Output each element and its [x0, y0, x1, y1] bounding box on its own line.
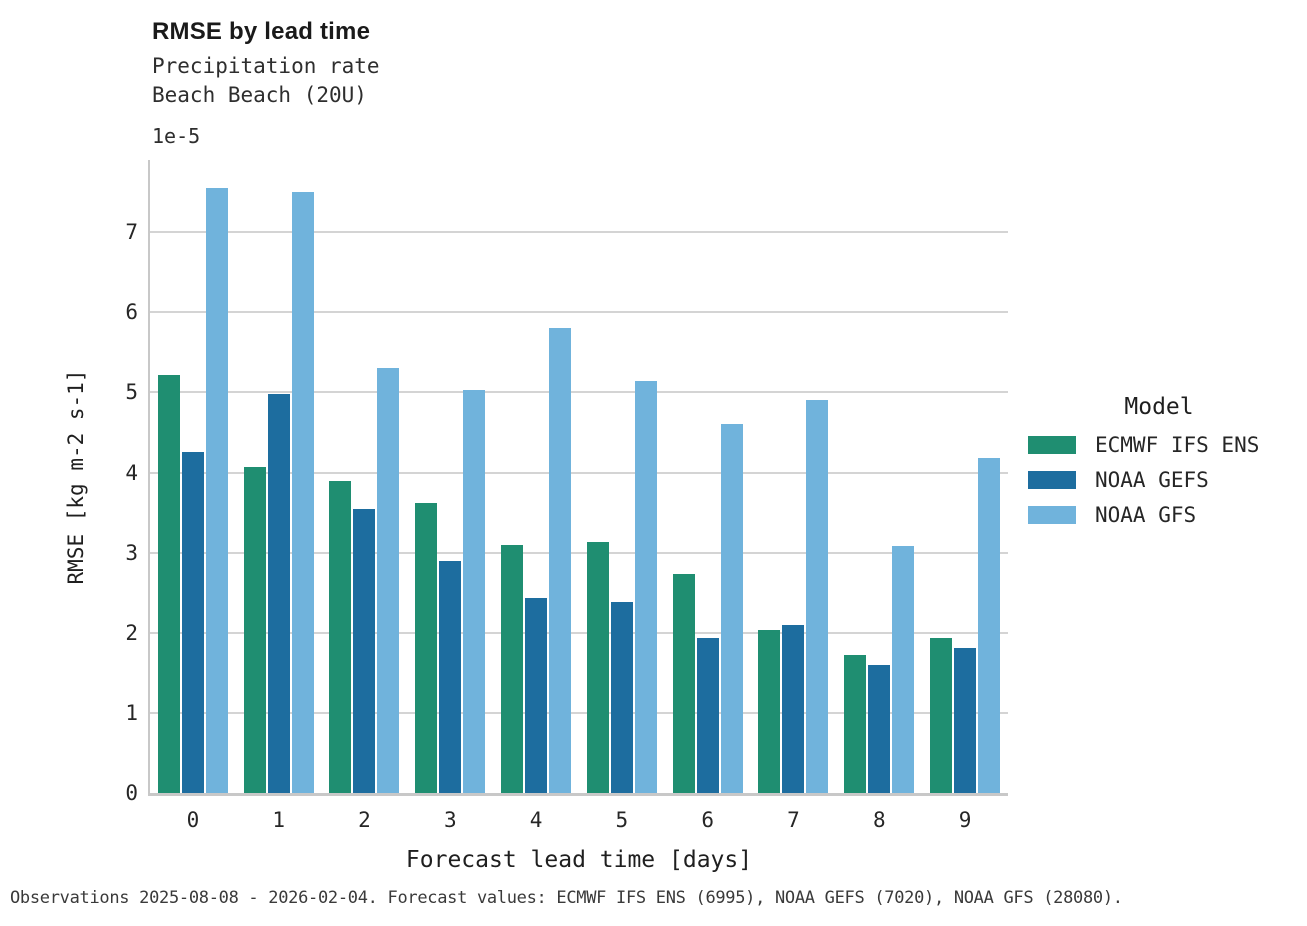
y-tick-2: 2: [125, 620, 138, 645]
bar-ecmwf-ifs-ens-day-4: [501, 544, 524, 793]
gridline-y-3: [150, 551, 1008, 554]
bar-noaa-gefs-day-9: [954, 647, 977, 793]
bar-noaa-gefs-day-3: [439, 560, 462, 793]
bar-ecmwf-ifs-ens-day-0: [157, 374, 180, 793]
caption: Observations 2025-08-08 - 2026-02-04. Fo…: [10, 888, 1123, 908]
bar-noaa-gefs-day-8: [868, 664, 891, 793]
x-tick-8: 8: [872, 808, 886, 832]
bar-group-day-7: [751, 160, 837, 793]
legend-row-noaa-gfs: NOAA GFS: [1028, 503, 1290, 527]
legend-swatch-icon: [1028, 436, 1076, 454]
bar-noaa-gefs-day-1: [267, 393, 290, 793]
bar-noaa-gfs-day-3: [463, 389, 486, 793]
y-tick-7: 7: [125, 220, 138, 245]
bar-noaa-gfs-day-4: [549, 328, 572, 793]
bar-ecmwf-ifs-ens-day-1: [243, 466, 266, 793]
bar-noaa-gfs-day-2: [377, 368, 400, 793]
bar-noaa-gfs-day-8: [892, 546, 915, 793]
bar-ecmwf-ifs-ens-day-8: [844, 655, 867, 793]
bar-group-day-6: [665, 160, 751, 793]
x-tick-7: 7: [787, 808, 800, 832]
bar-noaa-gefs-day-5: [610, 602, 633, 793]
bar-groups: [150, 160, 1008, 793]
bar-noaa-gefs-day-7: [782, 624, 805, 793]
y-tick-6: 6: [125, 300, 138, 325]
y-axis-offset-text: 1e-5: [152, 124, 201, 148]
y-axis-spine: [148, 160, 150, 796]
bar-group-day-0: [150, 160, 236, 793]
x-axis-label: Forecast lead time [days]: [405, 847, 753, 873]
y-tick-3: 3: [125, 540, 138, 565]
x-tick-2: 2: [358, 808, 371, 832]
bar-noaa-gfs-day-6: [720, 424, 743, 793]
gridline-y-5: [150, 391, 1008, 394]
legend: Model ECMWF IFS ENS NOAA GEFS NOAA GFS: [1028, 394, 1290, 541]
subtitle-line-2: Beach Beach (20U): [152, 83, 367, 107]
bar-group-day-5: [579, 160, 665, 793]
x-tick-1: 1: [272, 808, 286, 832]
bar-noaa-gfs-day-0: [205, 188, 228, 793]
bar-ecmwf-ifs-ens-day-5: [586, 542, 609, 793]
bar-noaa-gfs-day-1: [291, 192, 314, 793]
bar-group-day-2: [322, 160, 408, 793]
x-tick-labels: 0 1 2 3 4 5 6 7 8 9: [150, 808, 1008, 832]
bar-group-day-9: [922, 160, 1008, 793]
legend-row-noaa-gefs: NOAA GEFS: [1028, 468, 1290, 492]
bar-noaa-gefs-day-0: [181, 452, 204, 793]
x-tick-0: 0: [186, 808, 200, 832]
bar-noaa-gfs-day-7: [806, 400, 829, 793]
y-tick-1: 1: [125, 700, 138, 725]
bar-group-day-3: [407, 160, 493, 793]
gridline-y-7: [150, 231, 1008, 234]
chart-subtitle: Precipitation rate Beach Beach (20U): [152, 52, 380, 110]
x-tick-5: 5: [615, 808, 629, 832]
x-axis-spine: [148, 793, 1008, 796]
legend-label: NOAA GFS: [1095, 503, 1197, 527]
bar-ecmwf-ifs-ens-day-6: [672, 574, 695, 793]
bar-noaa-gefs-day-4: [525, 598, 548, 793]
y-tick-4: 4: [125, 460, 138, 485]
bar-noaa-gefs-day-2: [353, 508, 376, 793]
legend-title: Model: [1124, 394, 1194, 420]
gridline-y-2: [150, 631, 1008, 634]
gridline-y-4: [150, 471, 1008, 474]
x-tick-9: 9: [958, 808, 972, 832]
chart-title: RMSE by lead time: [152, 18, 371, 45]
bar-ecmwf-ifs-ens-day-3: [415, 502, 438, 793]
plot-area: [148, 160, 1008, 796]
y-tick-5: 5: [125, 380, 138, 405]
bar-group-day-4: [493, 160, 579, 793]
x-tick-3: 3: [443, 808, 457, 832]
subtitle-line-1: Precipitation rate: [152, 54, 380, 78]
gridline-y-6: [150, 311, 1008, 314]
bar-group-day-1: [236, 160, 322, 793]
legend-entries: ECMWF IFS ENS NOAA GEFS NOAA GFS: [1028, 433, 1290, 527]
bar-ecmwf-ifs-ens-day-9: [930, 638, 953, 793]
legend-label: NOAA GEFS: [1095, 468, 1209, 492]
bar-ecmwf-ifs-ens-day-2: [329, 480, 352, 793]
gridline-y-1: [150, 711, 1008, 714]
bar-noaa-gfs-day-5: [634, 381, 657, 793]
legend-row-ecmwf-ifs-ens: ECMWF IFS ENS: [1028, 433, 1290, 457]
x-tick-6: 6: [701, 808, 714, 832]
legend-swatch-icon: [1028, 471, 1076, 489]
y-axis-label: RMSE [kg m-2 s-1]: [64, 369, 88, 585]
y-tick-labels: 0 1 2 3 4 5 6 7: [90, 160, 138, 805]
y-tick-0: 0: [125, 781, 138, 805]
bar-group-day-8: [836, 160, 922, 793]
legend-label: ECMWF IFS ENS: [1095, 433, 1260, 457]
bar-ecmwf-ifs-ens-day-7: [758, 630, 781, 793]
x-tick-4: 4: [529, 808, 543, 832]
bar-noaa-gfs-day-9: [978, 458, 1001, 793]
legend-swatch-icon: [1028, 506, 1076, 524]
bar-noaa-gefs-day-6: [696, 638, 719, 793]
